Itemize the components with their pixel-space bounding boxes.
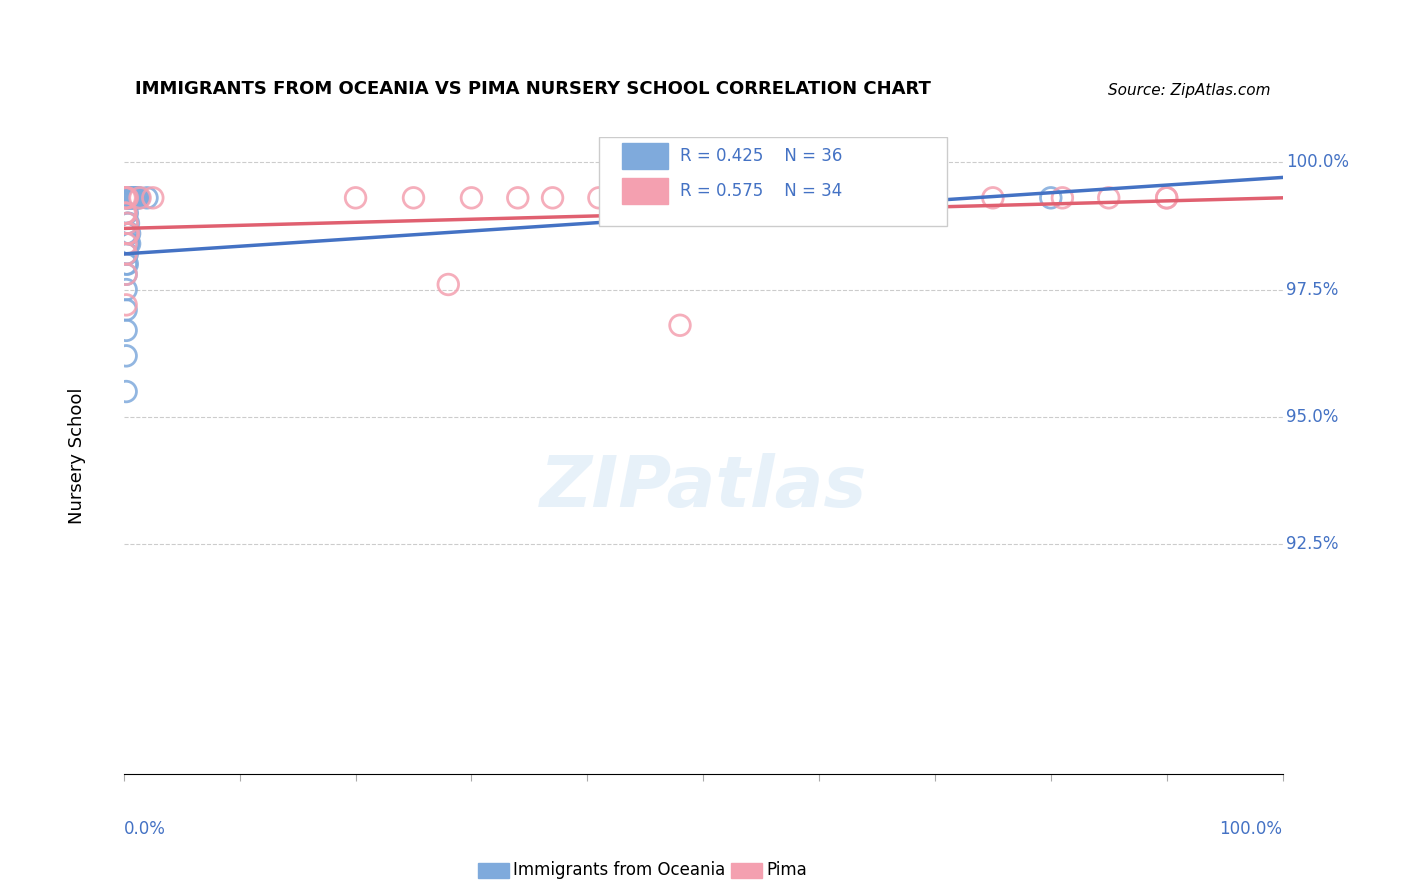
Point bbox=[738, 191, 761, 205]
Point bbox=[115, 298, 138, 312]
Point bbox=[122, 191, 145, 205]
Point bbox=[117, 216, 139, 230]
Point bbox=[669, 318, 692, 333]
Point bbox=[121, 191, 143, 205]
Point bbox=[142, 191, 165, 205]
Point bbox=[115, 349, 138, 363]
Point bbox=[623, 191, 645, 205]
Text: IMMIGRANTS FROM OCEANIA VS PIMA NURSERY SCHOOL CORRELATION CHART: IMMIGRANTS FROM OCEANIA VS PIMA NURSERY … bbox=[135, 80, 931, 98]
Point bbox=[981, 191, 1004, 205]
Point bbox=[118, 191, 141, 205]
Point bbox=[115, 323, 138, 337]
Point bbox=[115, 257, 138, 271]
Text: ZIPatlas: ZIPatlas bbox=[540, 452, 868, 522]
Point bbox=[115, 283, 138, 297]
Text: 100.0%: 100.0% bbox=[1286, 153, 1348, 171]
Point bbox=[124, 191, 146, 205]
Point bbox=[692, 191, 714, 205]
Point bbox=[117, 191, 139, 205]
Point bbox=[1039, 191, 1062, 205]
Point bbox=[115, 247, 138, 261]
Point bbox=[460, 191, 482, 205]
Point bbox=[117, 227, 139, 241]
Point bbox=[128, 191, 150, 205]
Point bbox=[120, 191, 142, 205]
Point bbox=[115, 247, 138, 261]
Point bbox=[344, 191, 367, 205]
Point bbox=[808, 191, 831, 205]
Point bbox=[115, 227, 138, 241]
Text: R = 0.575    N = 34: R = 0.575 N = 34 bbox=[681, 182, 842, 200]
FancyBboxPatch shape bbox=[599, 136, 946, 226]
Point bbox=[115, 236, 138, 251]
Point bbox=[115, 267, 138, 281]
Point bbox=[118, 227, 141, 241]
Bar bbox=[621, 143, 668, 169]
Point bbox=[115, 191, 138, 205]
Point bbox=[115, 206, 138, 220]
Point bbox=[115, 267, 138, 281]
Text: 0.0%: 0.0% bbox=[124, 820, 166, 838]
Point bbox=[117, 257, 139, 271]
Text: R = 0.425    N = 36: R = 0.425 N = 36 bbox=[681, 147, 842, 165]
Point bbox=[114, 206, 136, 220]
Point bbox=[1156, 191, 1178, 205]
Point bbox=[115, 384, 138, 399]
Point bbox=[1098, 191, 1121, 205]
Point bbox=[1052, 191, 1074, 205]
Point bbox=[402, 191, 425, 205]
Point bbox=[117, 206, 139, 220]
Point bbox=[117, 236, 139, 251]
Point bbox=[122, 191, 145, 205]
Point bbox=[506, 191, 529, 205]
Point bbox=[117, 247, 139, 261]
Text: 100.0%: 100.0% bbox=[1219, 820, 1282, 838]
Point bbox=[820, 191, 842, 205]
Point bbox=[855, 191, 877, 205]
Point bbox=[129, 191, 152, 205]
Point bbox=[115, 191, 138, 205]
Point bbox=[118, 236, 141, 251]
Text: 97.5%: 97.5% bbox=[1286, 281, 1339, 299]
Bar bbox=[621, 178, 668, 203]
Text: Nursery School: Nursery School bbox=[69, 387, 87, 524]
Point bbox=[127, 191, 149, 205]
Text: Source: ZipAtlas.com: Source: ZipAtlas.com bbox=[1108, 84, 1271, 98]
Point bbox=[136, 191, 159, 205]
Text: Immigrants from Oceania: Immigrants from Oceania bbox=[513, 861, 725, 879]
Text: Pima: Pima bbox=[766, 861, 807, 879]
Point bbox=[117, 227, 139, 241]
Point bbox=[1156, 191, 1178, 205]
Point bbox=[657, 191, 679, 205]
Point bbox=[117, 191, 139, 205]
Point bbox=[114, 191, 136, 205]
Point bbox=[117, 191, 139, 205]
Point bbox=[541, 191, 564, 205]
Text: 95.0%: 95.0% bbox=[1286, 408, 1339, 426]
Point bbox=[117, 236, 139, 251]
Point bbox=[437, 277, 460, 292]
Point bbox=[125, 191, 148, 205]
Point bbox=[117, 227, 139, 241]
Point bbox=[117, 216, 139, 230]
Point bbox=[115, 303, 138, 318]
Point bbox=[773, 191, 796, 205]
Point bbox=[115, 206, 138, 220]
Point bbox=[588, 191, 610, 205]
Text: 92.5%: 92.5% bbox=[1286, 535, 1339, 553]
Point bbox=[117, 227, 139, 241]
Point bbox=[117, 216, 139, 230]
